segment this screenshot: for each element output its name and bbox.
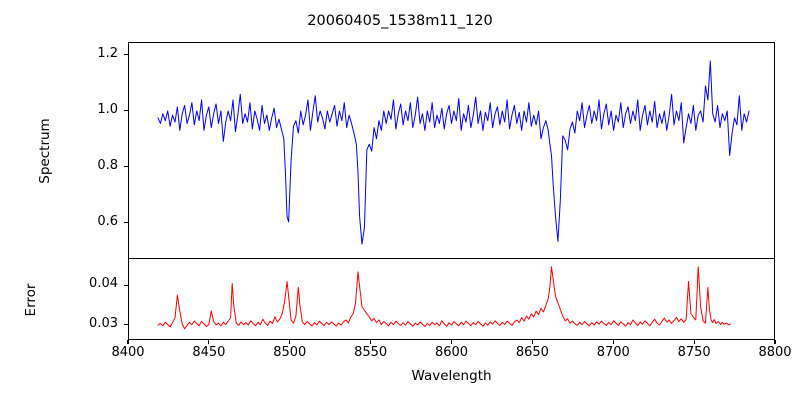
x-tick-label: 8400	[111, 345, 145, 360]
x-tick-label: 8500	[273, 345, 307, 360]
spectrum-trace	[158, 61, 749, 244]
y-tick-label-error: 0.03	[89, 315, 118, 331]
y-tick-mark-spectrum	[124, 110, 128, 112]
x-tick-label: 8700	[596, 345, 630, 360]
x-tick-mark	[531, 340, 533, 344]
x-tick-label: 8650	[515, 345, 549, 360]
x-tick-mark	[612, 340, 614, 344]
x-tick-label: 8450	[192, 345, 226, 360]
x-tick-mark	[774, 340, 776, 344]
spectrum-y-axis-label: Spectrum	[37, 118, 53, 184]
error-y-axis-label: Error	[23, 283, 39, 317]
x-tick-mark	[693, 340, 695, 344]
x-tick-label: 8750	[677, 345, 711, 360]
spectrum-plot-panel	[128, 42, 775, 259]
error-plot-panel	[128, 258, 775, 340]
y-tick-mark-error	[124, 284, 128, 286]
spectrum-line-series	[129, 43, 774, 258]
x-tick-label: 8550	[354, 345, 388, 360]
x-axis-label: Wavelength	[411, 368, 492, 384]
y-tick-label-spectrum: 1.0	[97, 101, 118, 117]
x-tick-mark	[208, 340, 210, 344]
y-tick-label-spectrum: 0.8	[97, 157, 118, 173]
y-tick-mark-error	[124, 324, 128, 326]
y-tick-label-error: 0.04	[89, 276, 118, 292]
y-tick-mark-spectrum	[124, 166, 128, 168]
x-tick-mark	[127, 340, 129, 344]
x-tick-mark	[370, 340, 372, 344]
error-trace	[158, 267, 730, 329]
x-tick-label: 8600	[434, 345, 469, 360]
y-tick-label-spectrum: 1.2	[97, 45, 118, 61]
y-tick-mark-spectrum	[124, 54, 128, 56]
y-tick-mark-spectrum	[124, 222, 128, 224]
error-line-series	[129, 259, 774, 339]
x-tick-mark	[450, 340, 453, 344]
page-title: 20060405_1538m11_120	[307, 13, 493, 29]
y-tick-label-spectrum: 0.6	[97, 213, 118, 229]
x-tick-mark	[289, 340, 291, 344]
x-tick-label: 8800	[758, 345, 792, 360]
